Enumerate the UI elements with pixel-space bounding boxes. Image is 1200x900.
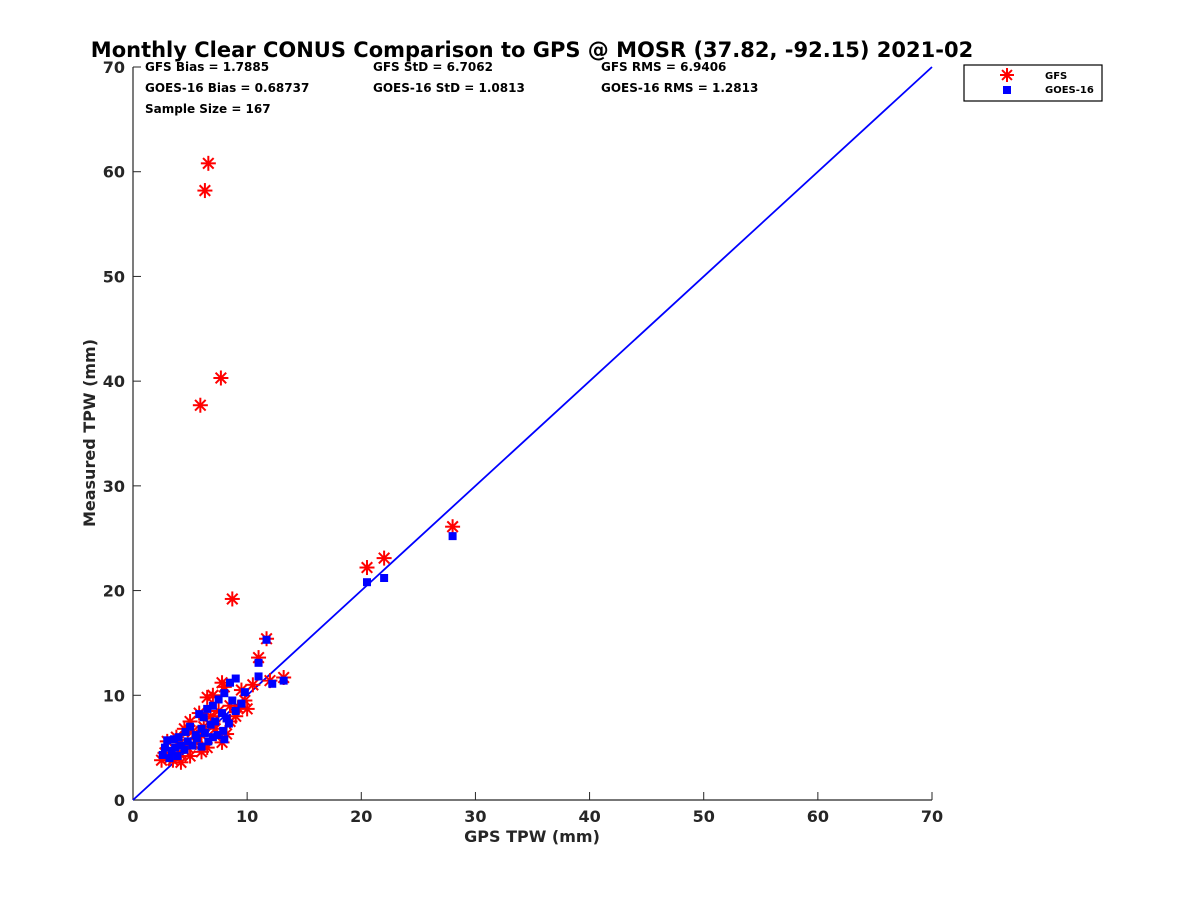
goes16-point — [203, 704, 212, 713]
goes16-point — [208, 701, 217, 710]
legend-gfs-marker — [1000, 68, 1014, 82]
stat-gfs-std: GFS StD = 6.7062 — [373, 60, 493, 74]
gfs-point — [213, 370, 229, 386]
legend-goes16-square — [1003, 86, 1011, 94]
goes16-point — [186, 722, 195, 731]
stat-goes-bias: GOES-16 Bias = 0.68737 — [145, 81, 309, 95]
goes16-point — [220, 735, 229, 744]
goes16-point — [240, 688, 249, 697]
stat-sample-size: Sample Size = 167 — [145, 102, 271, 116]
x-tick-label: 20 — [350, 807, 372, 826]
y-tick-label: 30 — [103, 477, 125, 496]
goes16-point — [380, 574, 389, 583]
x-tick-label: 0 — [127, 807, 138, 826]
goes16-point — [226, 678, 235, 687]
goes16-point — [231, 706, 240, 715]
gfs-point — [359, 560, 375, 576]
data-marks — [154, 155, 461, 770]
x-tick-label: 10 — [236, 807, 258, 826]
goes16-point — [197, 724, 206, 733]
goes16-point — [165, 754, 174, 763]
goes16-point — [228, 696, 237, 705]
goes16-point — [220, 689, 229, 698]
goes16-point — [218, 709, 227, 718]
goes16-point — [183, 737, 192, 746]
goes16-point — [181, 727, 190, 736]
chart-title: Monthly Clear CONUS Comparison to GPS @ … — [91, 38, 973, 62]
goes16-point — [213, 731, 222, 740]
goes16-point — [199, 713, 208, 722]
goes16-point — [197, 742, 206, 751]
goes16-point — [222, 714, 231, 723]
y-tick-label: 0 — [114, 791, 125, 810]
y-tick-label: 60 — [103, 163, 125, 182]
gfs-point — [200, 155, 216, 171]
goes16-point — [254, 658, 263, 667]
gfs-point — [376, 550, 392, 566]
stat-gfs-bias: GFS Bias = 1.7885 — [145, 60, 269, 74]
goes16-point — [158, 750, 167, 759]
goes16-point — [206, 720, 215, 729]
x-tick-label: 40 — [578, 807, 600, 826]
x-axis-label: GPS TPW (mm) — [464, 827, 600, 846]
goes16-point — [176, 741, 185, 750]
goes16-point — [171, 743, 180, 752]
gfs-point — [192, 397, 208, 413]
goes16-point — [448, 532, 457, 541]
gfs-point — [197, 183, 213, 199]
y-axis-label: Measured TPW (mm) — [80, 339, 99, 527]
stat-goes-rms: GOES-16 RMS = 1.2813 — [601, 81, 758, 95]
goes16-point — [362, 578, 371, 587]
gfs-point — [445, 519, 461, 535]
goes16-point — [237, 699, 246, 708]
goes16-point — [173, 752, 182, 761]
goes16-point — [192, 734, 201, 743]
goes16-point — [268, 679, 277, 688]
legend-gfs-asterisk — [1000, 68, 1014, 82]
stat-gfs-rms: GFS RMS = 6.9406 — [601, 60, 726, 74]
y-tick-label: 20 — [103, 582, 125, 601]
legend: GFS GOES-16 — [963, 64, 1103, 102]
goes16-point — [160, 743, 169, 752]
goes16-point — [208, 733, 217, 742]
legend-gfs-label: GFS — [1045, 71, 1067, 82]
x-tick-label: 50 — [693, 807, 715, 826]
x-tick-label: 30 — [464, 807, 486, 826]
goes16-point — [188, 741, 197, 750]
gfs-point — [214, 675, 230, 691]
gfs-point — [224, 591, 240, 607]
goes16-point — [254, 672, 263, 681]
x-tick-label: 70 — [921, 807, 943, 826]
gfs-point — [199, 689, 215, 705]
goes16-point — [231, 674, 240, 683]
y-tick-label: 50 — [103, 267, 125, 286]
y-tick-label: 70 — [103, 58, 125, 77]
goes16-point — [219, 726, 228, 735]
goes16-point — [214, 695, 223, 704]
legend-goes16-marker — [1003, 86, 1011, 94]
y-tick-label: 40 — [103, 372, 125, 391]
goes16-point — [200, 728, 209, 737]
x-tick-label: 60 — [807, 807, 829, 826]
goes16-point — [279, 676, 288, 685]
y-tick-label: 10 — [103, 686, 125, 705]
goes16-point — [163, 736, 172, 745]
legend-goes16-label: GOES-16 — [1045, 85, 1094, 96]
goes16-point — [262, 635, 271, 644]
goes16-point — [180, 745, 189, 754]
goes16-point — [170, 735, 179, 744]
goes16-point — [174, 733, 183, 742]
goes16-point — [224, 719, 233, 728]
gfs-point — [245, 677, 261, 693]
goes16-point — [211, 717, 220, 726]
goes16-point — [195, 710, 204, 719]
stats-panel: GFS Bias = 1.7885 GFS StD = 6.7062 GFS R… — [145, 60, 758, 116]
axes: 0 10 20 30 40 50 60 70 0 10 20 30 40 50 60 70 — [103, 58, 943, 826]
goes16-point — [204, 737, 213, 746]
legend-box — [963, 64, 1103, 102]
stat-goes-std: GOES-16 StD = 1.0813 — [373, 81, 525, 95]
